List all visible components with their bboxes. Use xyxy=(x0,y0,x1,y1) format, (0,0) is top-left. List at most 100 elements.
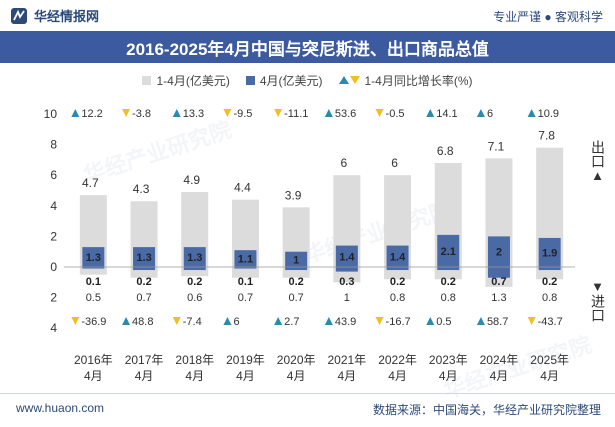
x-tick-label: 4月 xyxy=(185,369,204,383)
export-cumulative-label: 6 xyxy=(341,156,348,170)
import-cumulative-label: 0.8 xyxy=(542,292,557,304)
growth-down-icon xyxy=(375,317,384,325)
import-cumulative-bar xyxy=(181,267,209,277)
legend-cumulative-swatch xyxy=(142,75,152,85)
import-growth-label: 0.5 xyxy=(436,316,451,328)
arrow-down-icon: ▼ xyxy=(591,279,604,294)
import-month-label: 0.2 xyxy=(441,276,456,288)
import-cumulative-label: 0.7 xyxy=(136,292,151,304)
import-month-label: 0.2 xyxy=(390,276,405,288)
export-month-bar xyxy=(234,250,257,267)
import-cumulative-label: 0.8 xyxy=(390,292,405,304)
export-cumulative-label: 4.7 xyxy=(82,176,99,190)
x-tick-label: 2020年 xyxy=(277,353,316,367)
x-tick-label: 2024年 xyxy=(480,353,519,367)
export-cumulative-label: 7.8 xyxy=(538,129,555,143)
import-month-bar xyxy=(335,267,358,272)
x-tick-label: 4月 xyxy=(287,369,306,383)
legend-month: 4月(亿美元) xyxy=(245,70,323,90)
growth-up-icon xyxy=(426,109,435,117)
slogan: 专业严谨 ● 客观科学 xyxy=(493,10,603,24)
y-tick-label: 2 xyxy=(50,229,57,243)
export-month-label: 1.3 xyxy=(187,252,202,264)
y-tick-label: 6 xyxy=(50,168,57,182)
import-month-label: 0.7 xyxy=(491,276,506,288)
growth-down-icon xyxy=(375,109,384,117)
import-growth-label: 2.7 xyxy=(284,316,299,328)
x-tick-label: 2025年 xyxy=(530,353,569,367)
import-growth-label: -16.7 xyxy=(386,316,411,328)
growth-down-icon xyxy=(71,317,80,325)
export-month-label: 1.4 xyxy=(339,251,355,263)
export-cumulative-label: 7.1 xyxy=(488,139,505,153)
export-month-bar xyxy=(133,247,156,267)
legend-growth: 1-4月同比增长率(%) xyxy=(338,70,473,90)
export-month-label: 1 xyxy=(293,254,299,266)
import-cumulative-label: 0.7 xyxy=(289,292,304,304)
growth-up-icon xyxy=(476,317,485,325)
import-month-label: 0.2 xyxy=(136,276,151,288)
arrow-up-icon: ▲ xyxy=(591,168,604,183)
chart-legend: 1-4月(亿美元) 4月(亿美元) 1-4月同比增长率(%) xyxy=(0,70,615,90)
y-tick-label: 2 xyxy=(50,291,57,305)
import-month-bar xyxy=(82,267,105,269)
import-cumulative-label: 1.3 xyxy=(491,292,506,304)
import-side-label: ▼ 进口 xyxy=(590,279,606,322)
export-cumulative-label: 4.9 xyxy=(183,173,200,187)
top-bar: 华经情报网 专业严谨 ● 客观科学 xyxy=(0,0,615,30)
x-tick-label: 4月 xyxy=(490,369,509,383)
growth-up-icon xyxy=(274,317,283,325)
import-growth-label: -36.9 xyxy=(81,316,106,328)
import-growth-label: 6 xyxy=(233,316,239,328)
import-cumulative-bar xyxy=(79,267,107,275)
export-growth-label: -0.5 xyxy=(386,108,405,120)
import-month-bar xyxy=(386,267,409,271)
legend-growth-icons xyxy=(338,76,360,84)
x-tick-label: 4月 xyxy=(388,369,407,383)
brand-logo[interactable]: 华经情报网 xyxy=(10,6,99,25)
import-month-label: 0.1 xyxy=(238,276,253,288)
export-growth-label: -3.8 xyxy=(132,108,151,120)
x-tick-label: 4月 xyxy=(439,369,458,383)
import-cumulative-bar xyxy=(130,267,158,278)
legend-growth-label: 1-4月同比增长率(%) xyxy=(364,73,473,88)
legend-cumulative-label: 1-4月(亿美元) xyxy=(156,73,230,88)
x-tick-label: 2023年 xyxy=(429,353,468,367)
export-cumulative-label: 6 xyxy=(391,156,398,170)
import-cumulative-label: 0.8 xyxy=(441,292,456,304)
export-side-label: 出口 ▲ xyxy=(590,140,606,183)
export-cumulative-label: 4.4 xyxy=(234,181,251,195)
import-growth-label: -43.7 xyxy=(538,316,563,328)
export-growth-label: 10.9 xyxy=(538,108,559,120)
export-month-label: 1.3 xyxy=(86,252,101,264)
y-tick-label: 4 xyxy=(50,321,57,335)
export-growth-label: 6 xyxy=(487,108,493,120)
import-month-bar xyxy=(538,267,561,271)
growth-down-icon xyxy=(122,109,131,117)
export-month-bar xyxy=(538,237,561,267)
import-month-label: 0.2 xyxy=(289,276,304,288)
footer-source: 数据来源：中国海关，华经产业研究院整理 xyxy=(372,403,601,417)
growth-up-icon xyxy=(324,317,333,325)
import-label: 进口 xyxy=(590,294,606,322)
growth-down-icon xyxy=(527,317,536,325)
export-month-label: 1.9 xyxy=(542,247,557,259)
growth-up-icon xyxy=(223,317,232,325)
growth-up-icon xyxy=(324,109,333,117)
x-tick-label: 2019年 xyxy=(226,353,265,367)
export-month-label: 2.1 xyxy=(441,246,456,258)
import-cumulative-label: 1 xyxy=(344,292,350,304)
x-tick-label: 4月 xyxy=(338,369,357,383)
import-month-label: 0.3 xyxy=(339,276,354,288)
x-tick-label: 2021年 xyxy=(327,353,366,367)
growth-up-icon xyxy=(426,317,435,325)
legend-month-swatch xyxy=(245,75,255,85)
export-month-bar xyxy=(386,245,409,267)
growth-down-icon xyxy=(223,109,232,117)
import-growth-label: 48.8 xyxy=(132,316,153,328)
export-cumulative-label: 4.3 xyxy=(133,182,150,196)
footer-website[interactable]: www.huaon.com xyxy=(16,401,105,415)
import-cumulative-label: 0.7 xyxy=(238,292,253,304)
import-cumulative-bar xyxy=(282,267,310,278)
